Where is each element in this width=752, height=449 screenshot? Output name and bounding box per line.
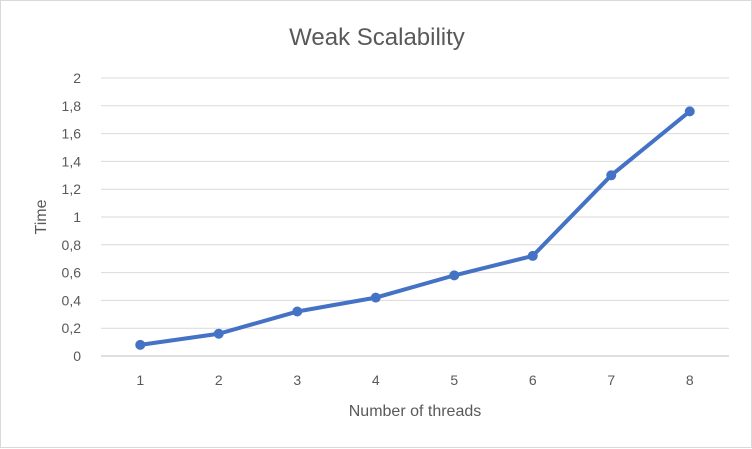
y-tick-label: 0,4	[62, 292, 82, 308]
data-point	[606, 170, 617, 181]
x-tick-label: 3	[293, 372, 301, 388]
y-tick-label: 0,6	[62, 265, 82, 281]
y-tick-label: 1,2	[62, 181, 82, 197]
data-point	[527, 250, 538, 261]
chart-title: Weak Scalability	[289, 24, 465, 51]
series-line	[138, 109, 692, 347]
y-axis-label: Time	[33, 199, 50, 234]
x-tick-label: 1	[136, 372, 144, 388]
data-point	[449, 270, 460, 281]
y-tick-label: 1	[73, 209, 81, 225]
x-axis-label: Number of threads	[349, 403, 482, 420]
series-time	[135, 106, 695, 350]
data-point	[135, 339, 146, 350]
y-tick-label: 0,8	[62, 237, 82, 253]
x-tick-label: 2	[215, 372, 223, 388]
y-axis-ticks: 0 0,2 0,4 0,6 0,8 1 1,2 1,4 1,6 1,8 2	[62, 70, 82, 364]
data-point	[213, 328, 224, 339]
y-tick-label: 0,2	[62, 320, 82, 336]
data-point	[370, 292, 381, 303]
x-tick-label: 7	[607, 372, 615, 388]
gridlines	[101, 77, 729, 357]
y-tick-label: 0	[73, 348, 81, 364]
data-point	[292, 306, 303, 317]
y-tick-label: 2	[73, 70, 81, 86]
x-axis-ticks: 1 2 3 4 5 6 7 8	[136, 372, 694, 388]
y-tick-label: 1,6	[62, 126, 82, 142]
x-tick-label: 4	[372, 372, 380, 388]
x-tick-label: 6	[529, 372, 537, 388]
data-point	[684, 106, 695, 117]
x-tick-label: 8	[686, 372, 694, 388]
y-tick-label: 1,4	[62, 153, 82, 169]
y-tick-label: 1,8	[62, 98, 82, 114]
x-tick-label: 5	[450, 372, 458, 388]
